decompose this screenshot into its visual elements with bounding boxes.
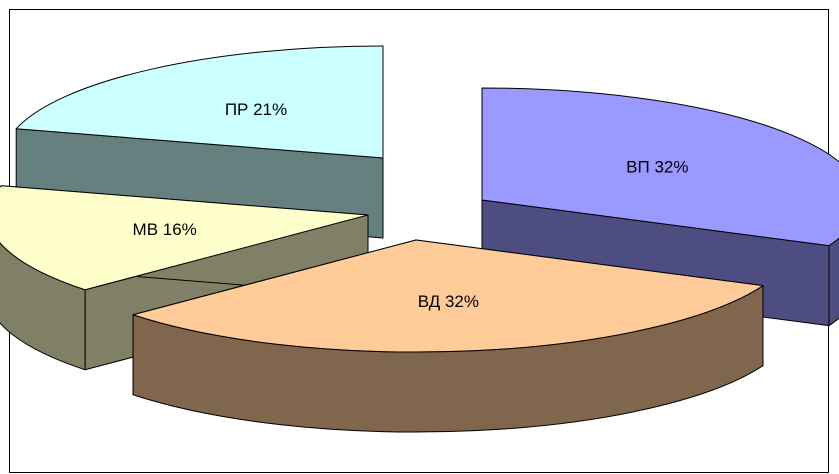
- slice-label-vd: ВД 32%: [418, 292, 479, 311]
- slice-labels: ВП 32% ВД 32% МВ 16% ПР 21%: [133, 100, 689, 311]
- slice-top-pr: [15, 45, 384, 159]
- slice-label-mv: МВ 16%: [133, 220, 197, 239]
- slice-top-vp: [481, 87, 839, 247]
- slice-top-mv: [0, 185, 369, 291]
- slice-tops: [0, 45, 839, 353]
- slice-label-vp: ВП 32%: [626, 157, 688, 176]
- slice-label-pr: ПР 21%: [225, 100, 287, 119]
- slice-top-vd: [132, 239, 764, 353]
- slice-rim-vp-0: [828, 237, 839, 327]
